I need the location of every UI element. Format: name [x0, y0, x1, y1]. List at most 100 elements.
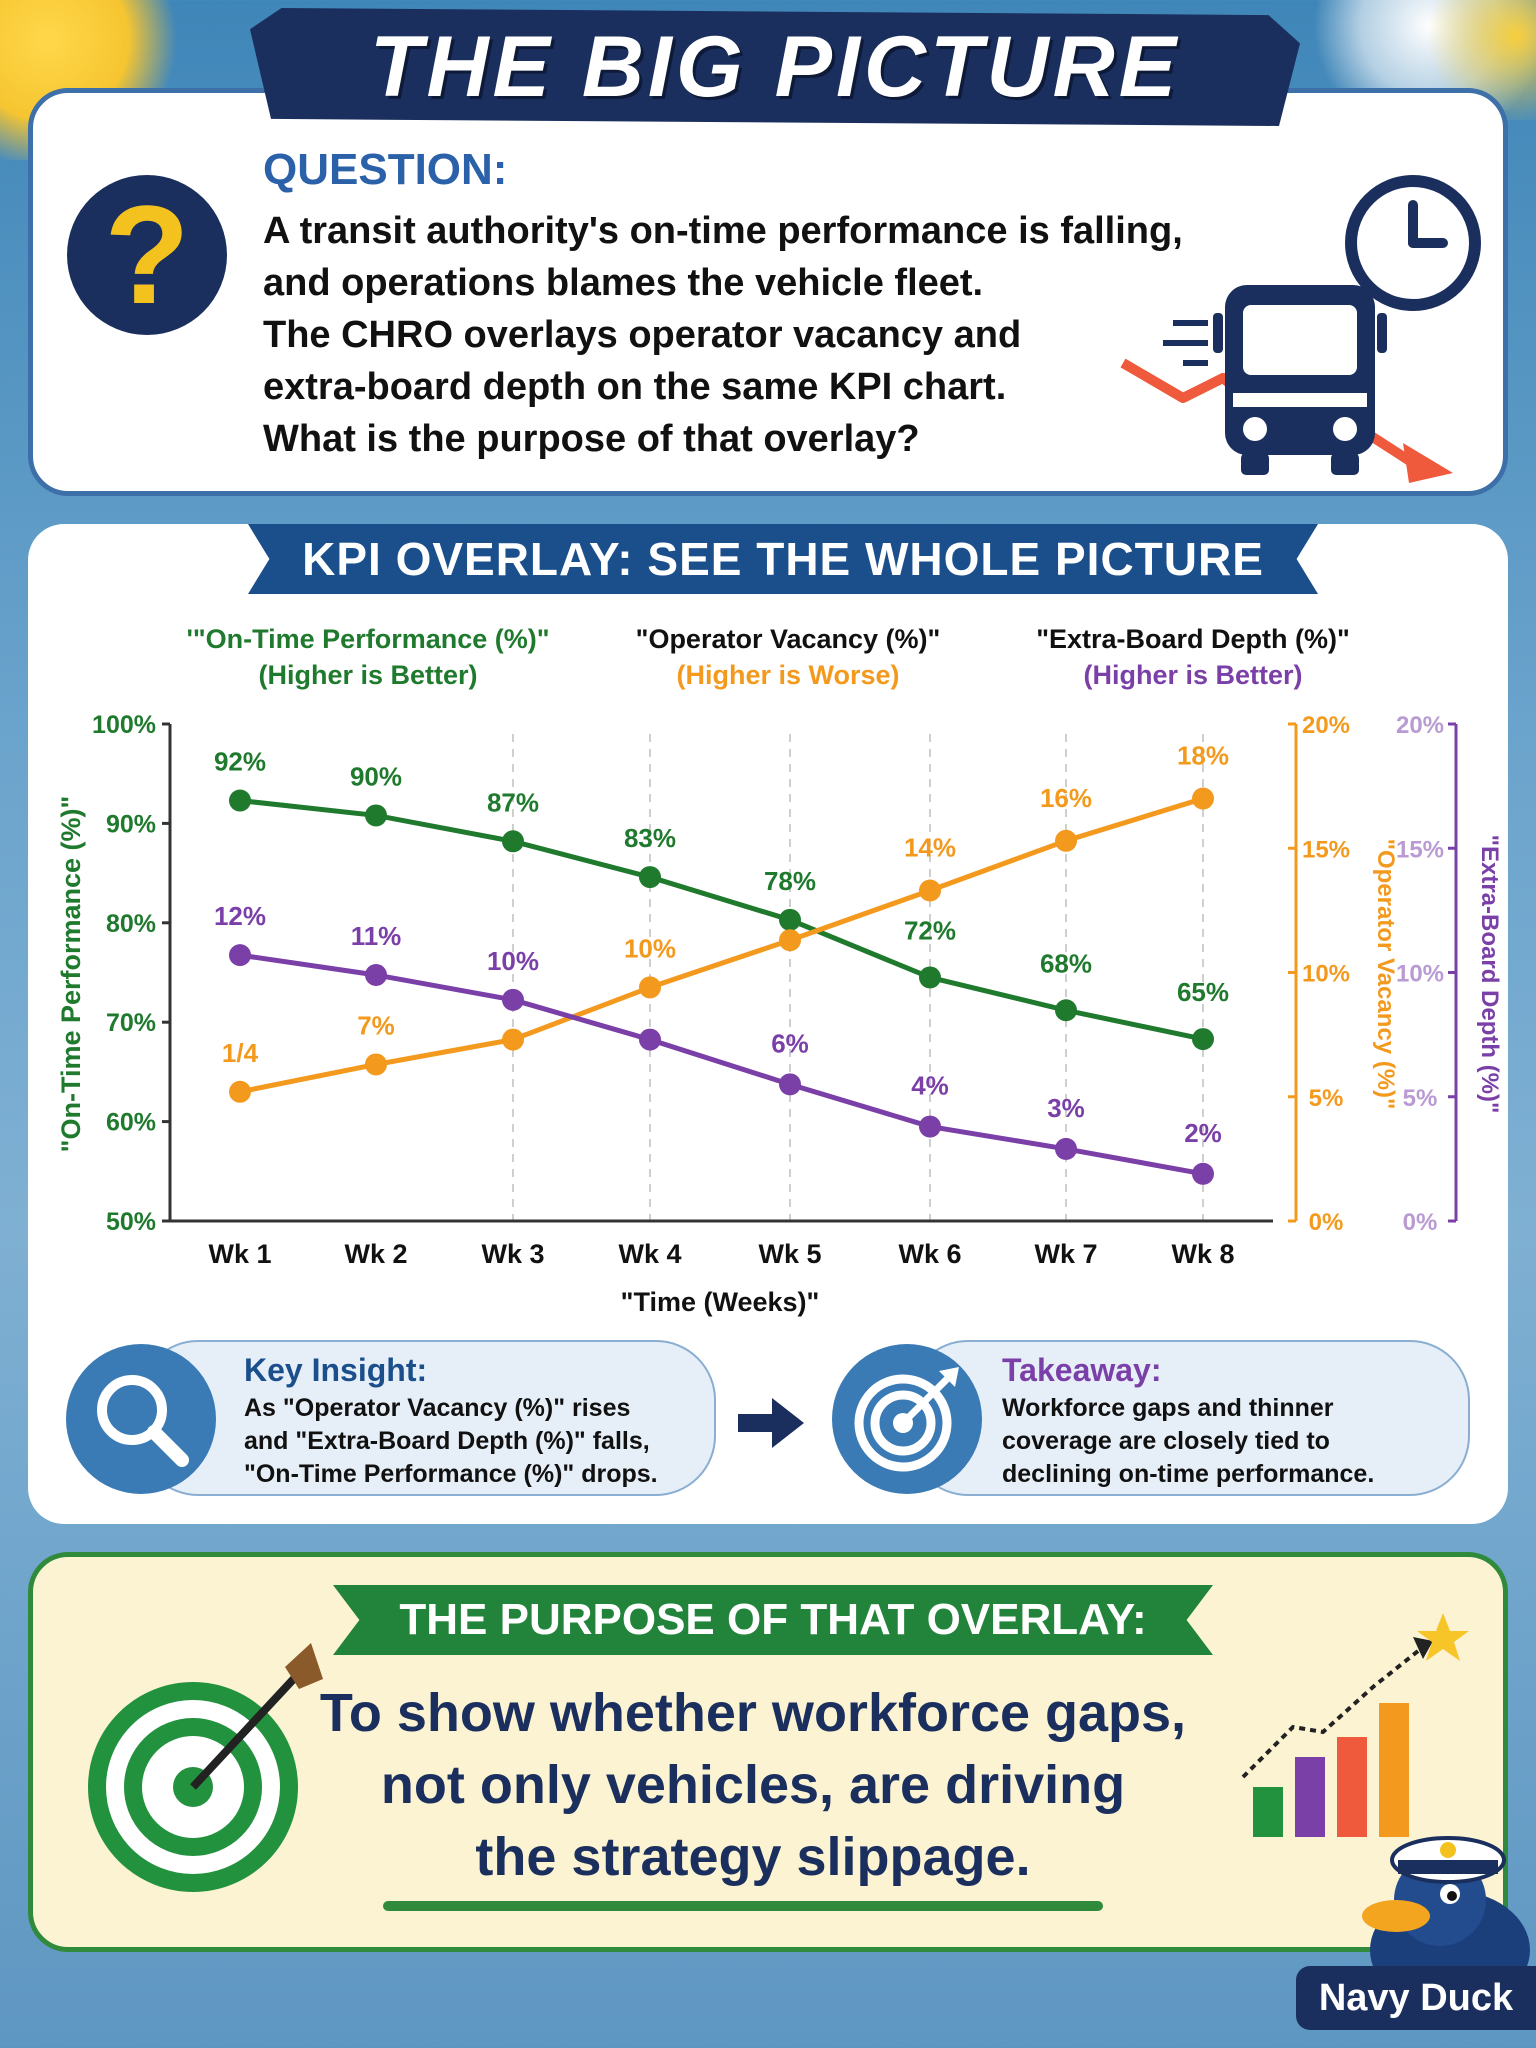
clock-icon — [1345, 175, 1481, 311]
data-label: 10% — [487, 946, 539, 976]
purpose-underline — [383, 1901, 1103, 1911]
takeaway-line: declining on-time performance. — [1002, 1460, 1375, 1488]
y-left-tick-label: 90% — [106, 810, 156, 838]
legend-note: (Higher is Worse) — [676, 660, 899, 690]
question-line: The CHRO overlays operator vacancy and — [263, 314, 1022, 356]
data-point — [1055, 1137, 1077, 1160]
takeaway-title: Takeaway: — [1002, 1352, 1162, 1388]
data-label: 10% — [624, 933, 676, 963]
question-mark-icon: ? — [67, 175, 227, 335]
star-icon — [1417, 1613, 1469, 1661]
data-point — [1192, 1028, 1214, 1051]
data-label: 16% — [1040, 783, 1092, 813]
y-left-tick-label: 50% — [106, 1208, 156, 1236]
data-label: 83% — [624, 823, 676, 853]
data-point — [919, 879, 941, 902]
kpi-banner-text: KPI OVERLAY: SEE THE WHOLE PICTURE — [302, 533, 1264, 585]
key-insight-line: As "Operator Vacancy (%)" rises — [244, 1394, 631, 1422]
x-tick-label: Wk 2 — [344, 1239, 407, 1269]
series-line — [239, 798, 1204, 1042]
x-tick-label: Wk 6 — [898, 1239, 961, 1269]
x-tick-label: Wk 3 — [481, 1239, 544, 1269]
data-point — [639, 1028, 661, 1051]
data-label: 68% — [1040, 948, 1092, 978]
series-line — [239, 796, 1204, 1095]
data-label: 4% — [911, 1071, 949, 1101]
legend-title: "Operator Vacancy (%)" — [636, 624, 941, 654]
y-right-tick-label: 0% — [1309, 1209, 1344, 1236]
y-right2-axis-label: "Extra-Board Depth (%)" — [1476, 835, 1503, 1114]
key-insight-title: Key Insight: — [244, 1352, 428, 1388]
y-left-axis-label: "On-Time Performance (%)" — [56, 796, 86, 1153]
magnifier-icon — [66, 1344, 216, 1494]
y-right2-tick-label: 0% — [1403, 1209, 1438, 1236]
y-right-tick-label: 5% — [1309, 1085, 1344, 1112]
kpi-banner: KPI OVERLAY: SEE THE WHOLE PICTURE — [248, 524, 1318, 594]
x-axis-label: "Time (Weeks)" — [621, 1287, 820, 1317]
data-point — [919, 966, 941, 989]
series-line — [239, 952, 1204, 1177]
key-insight-pill: Key Insight: As "Operator Vacancy (%)" r… — [138, 1340, 716, 1496]
data-point — [229, 1080, 251, 1103]
x-tick-label: Wk 1 — [208, 1239, 271, 1269]
data-label: 14% — [904, 832, 956, 862]
question-line: A transit authority's on-time performanc… — [263, 210, 1183, 252]
data-point — [365, 1053, 387, 1076]
purpose-line: the strategy slippage. — [475, 1827, 1031, 1887]
question-card: ? QUESTION: A transit authority's on-tim… — [28, 88, 1508, 496]
data-label: 65% — [1177, 977, 1229, 1007]
purpose-line: To show whether workforce gaps, — [319, 1683, 1187, 1743]
y-left-tick-label: 80% — [106, 910, 156, 938]
brand-name: Navy Duck — [1318, 1976, 1514, 2019]
kpi-chart: 50% 60% 70% 80% 90% 100% "On-Time Performance … — [56, 624, 1503, 1317]
key-insight-line: and "Extra-Board Depth (%)" falls, — [244, 1427, 650, 1455]
data-label: 11% — [351, 921, 402, 951]
data-label: 18% — [1177, 741, 1229, 771]
y-right2-tick-label: 10% — [1396, 961, 1444, 988]
data-label: 92% — [214, 747, 266, 777]
purpose-banner-text: THE PURPOSE OF THAT OVERLAY: — [399, 1595, 1147, 1644]
data-label: 12% — [214, 901, 266, 931]
data-point — [1055, 999, 1077, 1022]
data-point — [779, 929, 801, 952]
y-left-tick-label: 70% — [106, 1009, 156, 1037]
legend-title: "Extra-Board Depth (%)" — [1036, 624, 1350, 654]
data-label: 90% — [350, 761, 402, 791]
key-insight-line: "On-Time Performance (%)" drops. — [244, 1460, 658, 1488]
x-tick-label: Wk 5 — [758, 1239, 821, 1269]
data-point — [1192, 1162, 1214, 1185]
data-label: 7% — [357, 1010, 395, 1040]
question-line: What is the purpose of that overlay? — [263, 418, 920, 460]
data-point — [229, 789, 251, 812]
data-point — [1055, 829, 1077, 852]
y-right2-tick-label: 20% — [1396, 712, 1444, 739]
purpose-statement: To show whether workforce gaps, not only… — [273, 1677, 1233, 1893]
data-point — [779, 1073, 801, 1096]
data-point — [502, 1028, 524, 1051]
question-line: extra-board depth on the same KPI chart. — [263, 366, 1007, 408]
y-right-tick-label: 20% — [1302, 712, 1350, 739]
question-label: QUESTION: — [263, 145, 508, 194]
data-label: 2% — [1184, 1118, 1222, 1148]
page-title: THE BIG PICTURE — [369, 18, 1181, 115]
takeaway-line: coverage are closely tied to — [1002, 1427, 1330, 1455]
data-label: 1/4 — [222, 1038, 259, 1068]
takeaway-pill: Takeaway: Workforce gaps and thinner cov… — [908, 1340, 1470, 1496]
y-right2-tick-label: 5% — [1403, 1085, 1438, 1112]
purpose-line: not only vehicles, are driving — [380, 1755, 1126, 1815]
legend-title: '"On-Time Performance (%)" — [186, 624, 549, 654]
question-line: and operations blames the vehicle fleet. — [263, 262, 984, 304]
legend-note: (Higher is Better) — [1083, 660, 1302, 690]
takeaway-line: Workforce gaps and thinner — [1002, 1394, 1334, 1422]
key-insight-text: As "Operator Vacancy (%)" rises and "Ext… — [244, 1392, 658, 1491]
x-tick-label: Wk 8 — [1171, 1239, 1234, 1269]
y-right2-tick-label: 15% — [1396, 836, 1444, 863]
target-icon — [88, 1643, 323, 1892]
data-point — [919, 1115, 941, 1138]
y-left-tick-label: 60% — [106, 1109, 156, 1137]
target-icon — [832, 1344, 982, 1494]
data-point — [365, 804, 387, 827]
data-point — [1192, 787, 1214, 810]
x-tick-label: Wk 7 — [1034, 1239, 1097, 1269]
legend-note: (Higher is Better) — [258, 660, 477, 690]
